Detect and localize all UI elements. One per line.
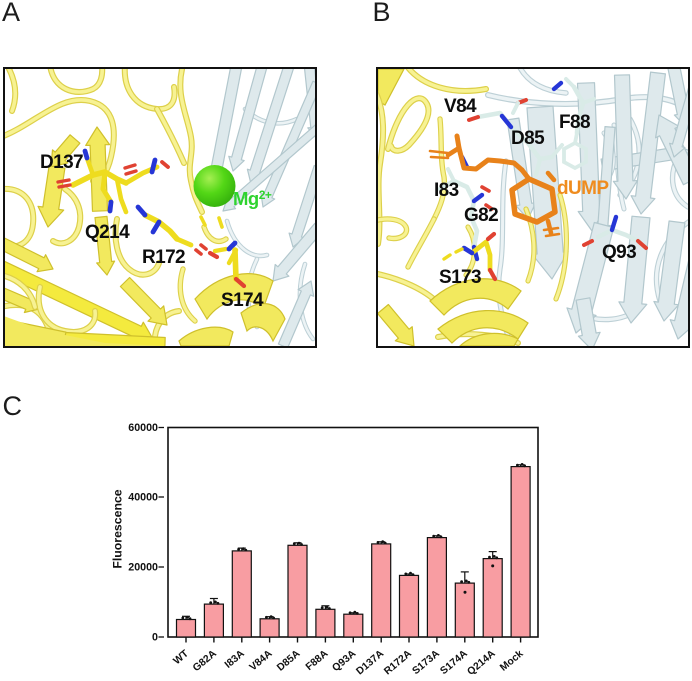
svg-text:Fluorescence: Fluorescence [111,489,125,568]
svg-text:Q214: Q214 [85,222,130,243]
svg-text:Q214A: Q214A [466,648,498,678]
svg-text:I83A: I83A [223,648,247,671]
svg-text:R172: R172 [142,247,185,268]
svg-text:Mg2+: Mg2+ [233,188,272,209]
svg-text:D85: D85 [511,128,545,149]
svg-text:D85A: D85A [275,648,303,674]
svg-text:G82: G82 [464,205,498,226]
svg-text:WT: WT [172,648,192,667]
svg-text:Mock: Mock [498,648,525,674]
svg-text:S174: S174 [221,290,264,311]
svg-text:20000: 20000 [128,562,158,574]
svg-text:I83: I83 [434,180,459,201]
svg-text:S174A: S174A [439,648,471,677]
svg-text:0: 0 [152,632,158,644]
svg-text:G82A: G82A [191,648,219,674]
svg-text:Q93: Q93 [602,242,636,263]
svg-text:S173: S173 [439,267,481,288]
svg-text:V84: V84 [444,96,477,117]
svg-text:dUMP: dUMP [557,178,609,199]
svg-text:V84A: V84A [248,648,275,673]
svg-text:F88: F88 [559,112,590,133]
svg-text:R172A: R172A [382,648,414,677]
svg-text:F88A: F88A [304,648,331,673]
svg-text:S173A: S173A [411,648,443,677]
svg-text:60000: 60000 [128,422,158,434]
svg-text:40000: 40000 [128,492,158,504]
svg-text:D137: D137 [40,152,83,173]
svg-text:D137A: D137A [354,648,386,677]
